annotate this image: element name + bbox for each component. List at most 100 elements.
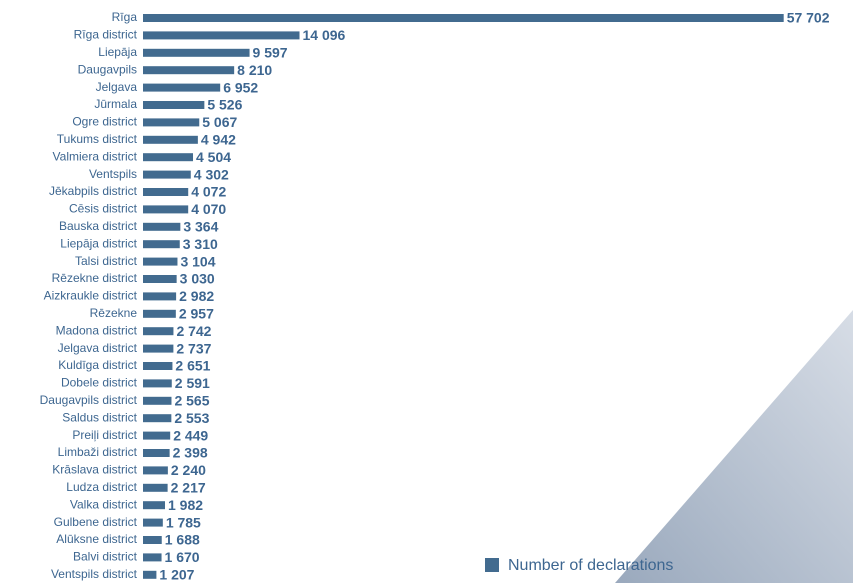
category-label: Aizkraukle district bbox=[44, 289, 138, 303]
category-label: Tukums district bbox=[57, 132, 138, 146]
bar bbox=[143, 153, 194, 162]
value-label: 6 952 bbox=[223, 79, 258, 95]
bar bbox=[143, 135, 198, 144]
value-label: 2 398 bbox=[173, 445, 208, 461]
category-label: Rīga district bbox=[74, 28, 138, 42]
category-label: Alūksne district bbox=[56, 532, 137, 546]
category-label: Liepāja bbox=[98, 45, 137, 59]
value-label: 5 526 bbox=[207, 97, 242, 113]
value-label: 2 651 bbox=[175, 358, 210, 374]
bar bbox=[143, 83, 221, 92]
bar bbox=[143, 414, 172, 423]
value-label: 4 302 bbox=[194, 166, 229, 182]
value-label: 2 553 bbox=[174, 410, 209, 426]
bar bbox=[143, 188, 189, 196]
category-label: Ventspils bbox=[89, 167, 137, 181]
value-label: 5 067 bbox=[202, 114, 237, 130]
category-label: Daugavpils district bbox=[40, 393, 138, 407]
value-label: 2 982 bbox=[179, 288, 214, 304]
bar bbox=[143, 14, 784, 22]
category-label: Talsi district bbox=[75, 254, 138, 268]
bar bbox=[143, 379, 172, 388]
value-label: 3 104 bbox=[180, 253, 215, 269]
bar bbox=[143, 170, 191, 179]
bar bbox=[143, 501, 166, 510]
category-label: Limbaži district bbox=[58, 445, 138, 459]
value-label: 2 737 bbox=[176, 340, 211, 356]
value-label: 1 207 bbox=[159, 567, 194, 583]
bar bbox=[143, 466, 168, 475]
bar bbox=[143, 205, 189, 214]
category-label: Jēkabpils district bbox=[49, 184, 138, 198]
category-label: Kuldīga district bbox=[58, 358, 137, 372]
category-label: Dobele district bbox=[61, 376, 138, 390]
category-label: Rēzekne district bbox=[52, 271, 138, 285]
value-label: 4 942 bbox=[201, 132, 236, 148]
category-label: Madona district bbox=[56, 323, 138, 337]
value-label: 3 030 bbox=[180, 271, 215, 287]
value-label: 1 982 bbox=[168, 497, 203, 513]
bar bbox=[143, 66, 235, 75]
bar bbox=[143, 553, 162, 562]
value-label: 3 310 bbox=[183, 236, 218, 252]
value-label: 1 785 bbox=[166, 514, 201, 530]
bar bbox=[143, 118, 200, 127]
bar bbox=[143, 362, 173, 370]
category-label: Rīga bbox=[112, 10, 138, 24]
bar bbox=[143, 292, 177, 301]
category-label: Preiļi district bbox=[72, 428, 137, 442]
category-label: Ludza district bbox=[66, 480, 137, 494]
value-label: 2 957 bbox=[179, 306, 214, 322]
category-label: Valka district bbox=[70, 497, 138, 511]
value-label: 2 449 bbox=[173, 427, 208, 443]
value-label: 3 364 bbox=[183, 219, 218, 235]
value-label: 1 670 bbox=[165, 549, 200, 565]
value-label: 14 096 bbox=[303, 27, 346, 43]
bar bbox=[143, 275, 177, 283]
bar bbox=[143, 536, 162, 544]
bar bbox=[143, 240, 180, 249]
category-label: Ogre district bbox=[72, 115, 137, 129]
category-label: Cēsis district bbox=[69, 202, 138, 216]
bar bbox=[143, 222, 181, 231]
category-label: Krāslava district bbox=[52, 463, 137, 477]
category-label: Valmiera district bbox=[53, 149, 138, 163]
value-label: 2 240 bbox=[171, 462, 206, 478]
category-label: Rēzekne bbox=[90, 306, 138, 320]
value-label: 57 702 bbox=[787, 10, 830, 26]
category-label: Gulbene district bbox=[54, 515, 138, 529]
bar bbox=[143, 48, 250, 57]
bar bbox=[143, 257, 178, 266]
value-label: 4 070 bbox=[191, 201, 226, 217]
category-label: Jūrmala bbox=[94, 97, 137, 111]
legend-label: Number of declarations bbox=[508, 557, 673, 574]
category-label: Liepāja district bbox=[60, 236, 137, 250]
bar bbox=[143, 431, 171, 440]
bar bbox=[143, 570, 157, 579]
bar bbox=[143, 344, 174, 353]
category-label: Bauska district bbox=[59, 219, 138, 233]
bar bbox=[143, 31, 300, 40]
value-label: 2 565 bbox=[174, 393, 209, 409]
value-label: 9 597 bbox=[253, 45, 288, 61]
bar bbox=[143, 327, 174, 336]
bar bbox=[143, 309, 176, 318]
category-label: Saldus district bbox=[62, 410, 137, 424]
category-label: Daugavpils bbox=[78, 62, 137, 76]
legend-swatch bbox=[485, 558, 499, 572]
bar bbox=[143, 101, 205, 109]
value-label: 4 504 bbox=[196, 149, 231, 165]
value-label: 2 591 bbox=[175, 375, 210, 391]
value-label: 2 217 bbox=[171, 480, 206, 496]
value-label: 4 072 bbox=[191, 184, 226, 200]
category-label: Jelgava district bbox=[58, 341, 138, 355]
value-label: 1 688 bbox=[165, 532, 200, 548]
value-label: 8 210 bbox=[237, 62, 272, 78]
bar bbox=[143, 518, 163, 527]
bar bbox=[143, 483, 168, 492]
category-label: Jelgava bbox=[96, 80, 138, 94]
category-label: Ventspils district bbox=[51, 567, 138, 581]
bar bbox=[143, 449, 170, 457]
value-label: 2 742 bbox=[176, 323, 211, 339]
